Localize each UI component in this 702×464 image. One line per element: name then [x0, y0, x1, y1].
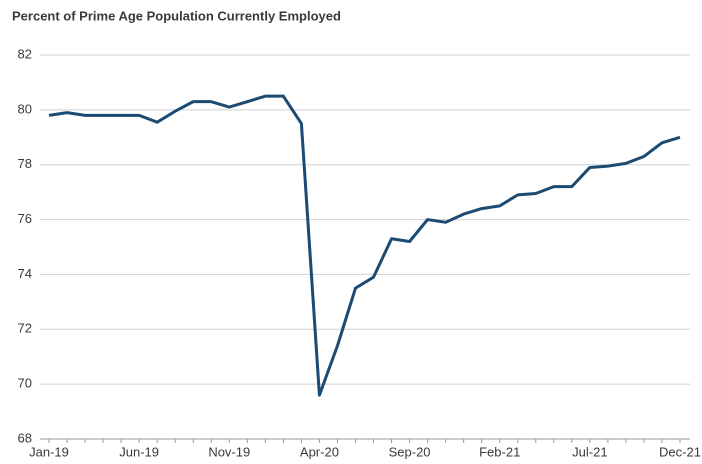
- x-tick-label: Feb-21: [479, 444, 520, 459]
- y-tick-label: 74: [18, 266, 32, 281]
- y-tick-label: 80: [18, 101, 32, 116]
- y-tick-label: 70: [18, 376, 32, 391]
- y-tick-label: 82: [18, 46, 32, 61]
- y-tick-label: 78: [18, 156, 32, 171]
- chart-title: Percent of Prime Age Population Currentl…: [12, 8, 341, 23]
- x-tick-label: Sep-20: [389, 444, 431, 459]
- y-tick-label: 68: [18, 430, 32, 445]
- x-tick-label: Jan-19: [29, 444, 69, 459]
- line-series: [48, 94, 681, 397]
- x-tick-label: Dec-21: [659, 444, 701, 459]
- x-tick-label: Apr-20: [300, 444, 339, 459]
- x-tick-label: Jul-21: [572, 444, 607, 459]
- x-tick-label: Nov-19: [208, 444, 250, 459]
- y-tick-label: 72: [18, 321, 32, 336]
- x-tick-label: Jun-19: [119, 444, 159, 459]
- y-tick-label: 76: [18, 211, 32, 226]
